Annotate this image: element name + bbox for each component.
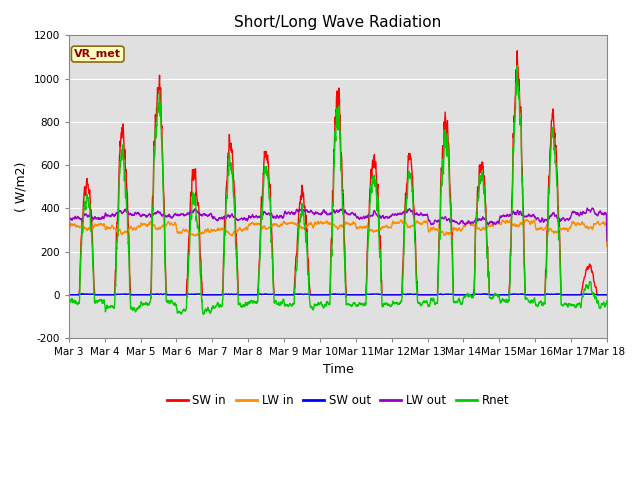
LW out [584, 205, 591, 211]
LW in [365, 227, 372, 232]
Rnet [200, 312, 207, 317]
SW out [65, 292, 73, 298]
SW in [65, 292, 73, 298]
Rnet [495, 293, 502, 299]
Line: Rnet: Rnet [69, 66, 607, 314]
SW out [354, 292, 362, 298]
SW out [495, 292, 502, 298]
Rnet [354, 303, 362, 309]
SW out [215, 292, 223, 298]
Text: VR_met: VR_met [74, 49, 121, 59]
LW in [507, 217, 515, 223]
X-axis label: Time: Time [323, 362, 353, 375]
SW in [556, 230, 563, 236]
LW out [215, 216, 223, 221]
LW in [215, 228, 223, 233]
SW in [513, 48, 521, 54]
Title: Short/Long Wave Radiation: Short/Long Wave Radiation [234, 15, 442, 30]
SW in [365, 212, 372, 217]
LW in [65, 256, 73, 262]
Rnet [571, 303, 579, 309]
LW in [353, 224, 361, 230]
Y-axis label: ( W/m2): ( W/m2) [15, 161, 28, 212]
Rnet [365, 223, 373, 229]
LW out [494, 219, 502, 225]
Rnet [603, 298, 611, 304]
SW in [215, 292, 223, 298]
LW in [603, 244, 611, 250]
SW in [571, 292, 579, 298]
SW out [556, 291, 563, 297]
Line: SW in: SW in [69, 51, 607, 295]
SW out [365, 291, 373, 297]
SW out [332, 291, 339, 297]
Line: LW out: LW out [69, 208, 607, 256]
LW out [603, 238, 611, 243]
LW in [571, 221, 579, 227]
Rnet [513, 63, 521, 69]
LW out [65, 253, 73, 259]
LW out [353, 214, 361, 220]
SW in [494, 292, 502, 298]
LW out [570, 209, 578, 215]
LW in [556, 225, 563, 231]
SW in [603, 292, 611, 298]
Rnet [65, 295, 73, 301]
Line: LW in: LW in [69, 220, 607, 259]
Rnet [215, 303, 223, 309]
Rnet [556, 253, 564, 259]
Legend: SW in, LW in, SW out, LW out, Rnet: SW in, LW in, SW out, LW out, Rnet [162, 389, 514, 412]
LW in [494, 221, 502, 227]
LW out [365, 213, 372, 218]
SW out [603, 292, 611, 298]
Line: SW out: SW out [69, 294, 607, 295]
SW out [571, 292, 579, 298]
LW out [556, 216, 563, 221]
SW in [353, 292, 361, 298]
